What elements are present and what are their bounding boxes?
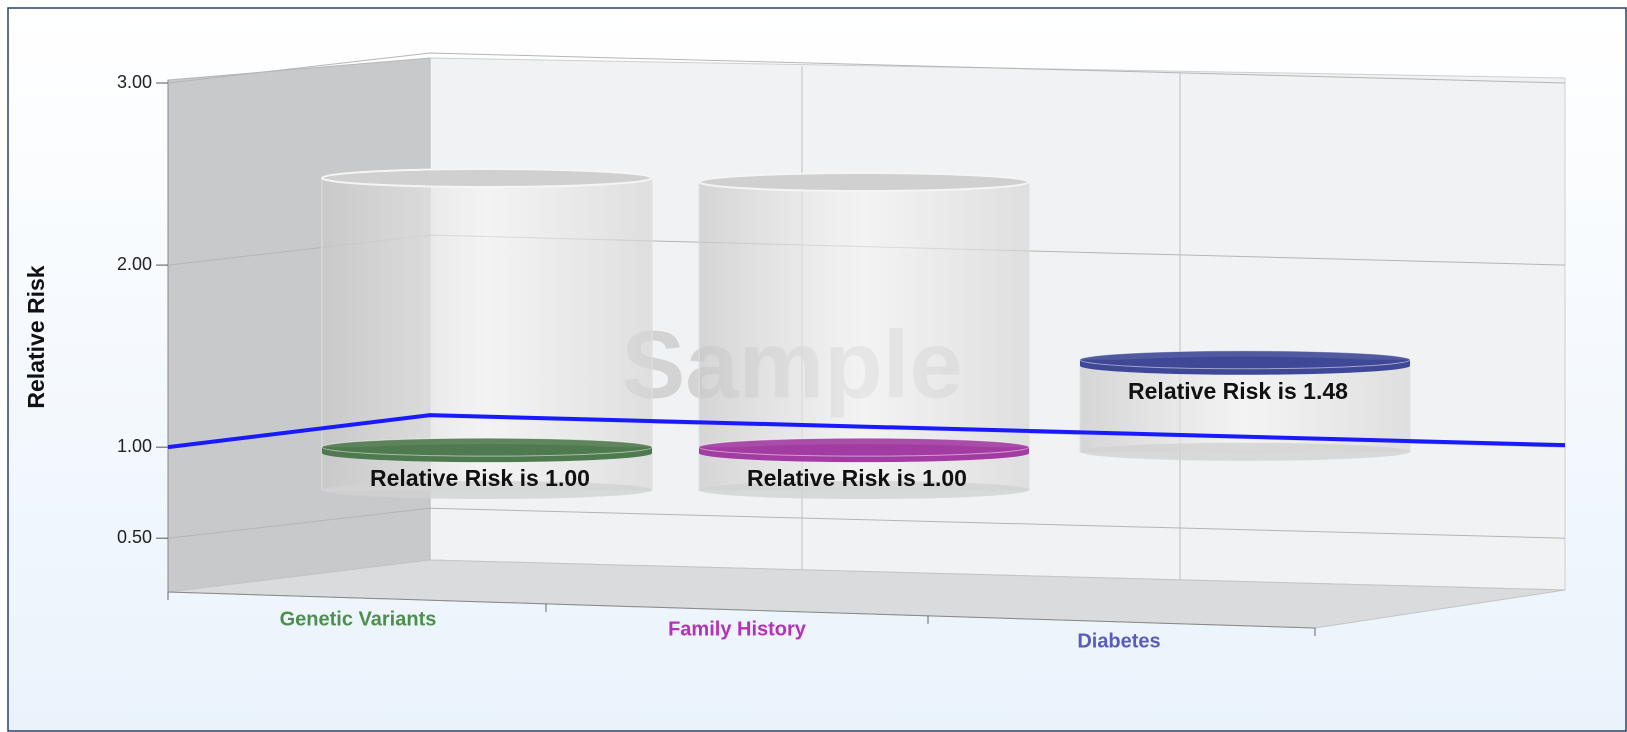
- cylinder-top: [698, 172, 1030, 192]
- value-label: Relative Risk is 1.48: [1128, 378, 1348, 404]
- x-tick-label: Genetic Variants: [280, 608, 437, 630]
- cylinder-top: [321, 168, 653, 188]
- y-axis-title: Relative Risk: [23, 265, 49, 408]
- x-tick-label: Family History: [668, 618, 807, 640]
- plot: 0.501.002.003.00SampleRelative Risk is 1…: [117, 52, 1566, 652]
- cylinder-base: [699, 481, 1029, 499]
- cylinder-base: [1080, 442, 1410, 461]
- reference-line: [167, 413, 1566, 450]
- grid-line: [167, 507, 1566, 539]
- cylinder-base: [322, 481, 652, 499]
- y-tick-label: 3.00: [117, 72, 152, 92]
- value-disk: [321, 437, 653, 457]
- value-label: Relative Risk is 1.00: [747, 465, 967, 491]
- x-axis: [167, 591, 1316, 629]
- value-label: Relative Risk is 1.00: [370, 465, 590, 491]
- x-tick-label: Diabetes: [1077, 630, 1160, 652]
- y-tick-label: 2.00: [117, 254, 152, 274]
- value-disk: [1079, 350, 1411, 370]
- y-tick-label: 0.50: [117, 527, 152, 547]
- value-disk: [698, 437, 1030, 457]
- y-tick-label: 1.00: [117, 436, 152, 456]
- grid-line: [167, 52, 1566, 84]
